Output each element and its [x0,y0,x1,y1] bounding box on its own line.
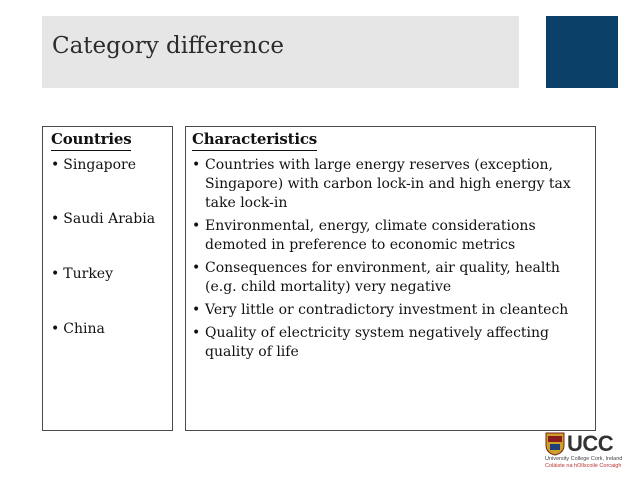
countries-header: Countries [51,130,132,151]
bullet-glyph: • [51,321,60,337]
characteristic-item: Quality of electricity system negatively… [192,324,588,362]
characteristics-list: Countries with large energy reserves (ex… [192,156,588,366]
characteristic-item: Countries with large energy reserves (ex… [192,156,588,213]
characteristics-header: Characteristics [192,130,317,151]
country-item: • Saudi Arabia [51,211,155,227]
logo-wordmark: UCC [567,431,614,456]
country-label: Singapore [63,157,137,173]
logo-subtitle-english: University College Cork, Ireland [545,456,623,462]
country-item: • China [51,321,105,337]
bullet-glyph: • [51,157,60,173]
characteristic-item: Consequences for environment, air qualit… [192,259,588,297]
logo-subtitle-irish: Coláiste na hOllscoile Corcaigh [545,463,622,469]
country-label: Saudi Arabia [63,211,156,227]
ucc-logo: UCC University College Cork, Ireland Col… [545,432,623,472]
country-item: • Turkey [51,266,113,282]
bullet-glyph: • [51,211,60,227]
characteristics-box: Characteristics Countries with large ene… [185,126,596,431]
accent-square [546,16,618,88]
bullet-glyph: • [51,266,60,282]
characteristic-item: Environmental, energy, climate considera… [192,217,588,255]
country-item: • Singapore [51,157,136,173]
characteristic-item: Very little or contradictory investment … [192,301,588,320]
country-label: China [63,321,105,337]
country-label: Turkey [63,266,113,282]
crest-icon [545,432,565,456]
countries-box: Countries • Singapore • Saudi Arabia • Turk… [42,126,173,431]
slide-title: Category difference [52,33,284,59]
title-bar: Category difference [42,16,519,88]
